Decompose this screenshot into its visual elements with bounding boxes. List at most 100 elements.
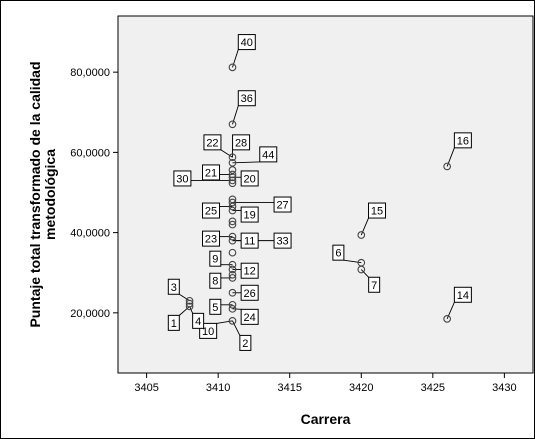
data-point: [228, 198, 237, 207]
data-point: [228, 158, 237, 167]
case-label: 10: [202, 326, 214, 338]
case-label: 2: [242, 338, 248, 350]
y-axis-title-line: Puntaje total transformado de la calidad: [27, 61, 43, 327]
case-label-box: [203, 134, 222, 151]
x-tick-label: 3415: [277, 382, 301, 394]
case-label: 1: [171, 318, 177, 330]
data-point: [228, 166, 237, 174]
case-label: 6: [335, 248, 341, 260]
data-point: [228, 260, 237, 269]
y-tick-label: 80,0000: [70, 67, 110, 79]
case-label: 23: [205, 234, 217, 246]
data-point: [443, 162, 451, 171]
case-label: 9: [212, 254, 218, 266]
data-point: [228, 288, 237, 297]
case-label: 11: [244, 236, 255, 248]
data-point: [228, 173, 237, 182]
case-label-box: [368, 276, 381, 293]
case-label-box: [192, 312, 205, 329]
data-point: [228, 63, 237, 72]
case-label: 19: [244, 210, 256, 222]
data-point: [228, 270, 237, 279]
case-label-box: [167, 314, 180, 331]
case-label-box: [240, 232, 259, 249]
x-tick-label: 3405: [134, 382, 158, 394]
case-label: 5: [212, 302, 218, 314]
case-label: 26: [244, 288, 256, 300]
case-label: 14: [457, 290, 469, 302]
case-label-box: [240, 170, 259, 187]
case-label-box: [368, 202, 387, 219]
x-tick-label: 3420: [349, 382, 373, 394]
data-point: [357, 265, 366, 274]
data-point: [228, 248, 237, 257]
x-tick-label: 3410: [206, 382, 230, 394]
case-label-box: [239, 334, 252, 351]
case-label-box: [209, 250, 222, 267]
data-point: [228, 317, 237, 325]
data-point: [228, 170, 237, 179]
case-label-box: [273, 196, 292, 213]
plot-area: [117, 15, 534, 374]
x-axis-title: Carrera: [301, 411, 351, 427]
y-tick-label: 40,0000: [70, 228, 110, 240]
case-label: 25: [205, 206, 217, 218]
case-label-box: [209, 298, 222, 315]
case-label: 20: [244, 173, 256, 185]
leader-line: [232, 161, 260, 164]
case-label-box: [173, 170, 192, 187]
case-label: 12: [244, 266, 256, 278]
data-point: [228, 120, 237, 129]
case-label-box: [453, 286, 472, 303]
data-point: [228, 220, 237, 229]
case-label: 7: [371, 280, 377, 292]
case-label: 33: [276, 236, 288, 248]
case-label-box: [273, 232, 292, 249]
x-axis-ticks: 3405 3410 3415 3420 3425 3430: [134, 373, 517, 394]
data-point: [228, 195, 237, 204]
case-label-box: [237, 34, 256, 51]
y-axis-title-line: metodológica: [42, 149, 58, 240]
case-label: 8: [212, 276, 218, 288]
case-label: 4: [195, 316, 201, 328]
case-label: 44: [262, 149, 274, 161]
data-point: [228, 232, 237, 241]
case-label-box: [240, 308, 259, 325]
data-point: [357, 231, 366, 239]
case-label-box: [209, 272, 222, 289]
case-label: 16: [457, 135, 469, 147]
case-label-box: [332, 244, 345, 261]
x-tick-label: 3430: [492, 382, 516, 394]
case-label-box: [240, 206, 259, 223]
y-tick-label: 60,0000: [70, 147, 110, 159]
data-point: [228, 217, 237, 226]
y-tick-label: 20,0000: [70, 308, 110, 320]
case-label: 28: [235, 137, 247, 149]
case-label: 40: [241, 37, 253, 49]
data-points: [185, 63, 451, 325]
case-label-box: [240, 262, 259, 279]
case-label-box: [259, 146, 278, 163]
case-label: 30: [176, 173, 188, 185]
leader-line: [220, 149, 233, 158]
case-label: 24: [244, 312, 256, 324]
data-point: [228, 202, 237, 211]
leader-line: [232, 308, 242, 310]
data-point: [443, 314, 451, 323]
leader-line: [179, 306, 190, 316]
case-label-box: [202, 230, 221, 247]
case-label-box: [232, 134, 251, 151]
case-label-box: [240, 284, 259, 301]
case-label-box: [202, 164, 221, 181]
case-label: 21: [205, 167, 217, 179]
data-point: [228, 274, 237, 282]
leader-line: [179, 293, 190, 302]
data-point: [228, 304, 237, 313]
case-label: 36: [241, 93, 253, 105]
y-axis-ticks: 20,0000 40,0000 60,0000 80,0000: [70, 67, 118, 320]
data-point: [185, 299, 194, 308]
case-label: 15: [371, 206, 383, 218]
data-point: [228, 179, 237, 188]
